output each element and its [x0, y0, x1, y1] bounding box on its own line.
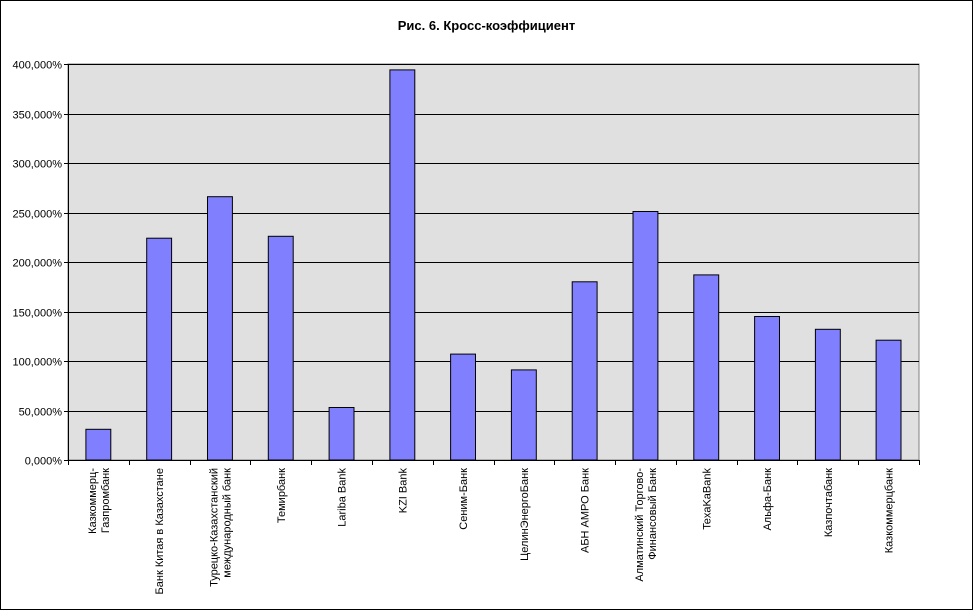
- chart-title: Рис. 6. Кросс-коэффициент: [397, 18, 576, 33]
- bar: [146, 237, 173, 461]
- x-tick-label: Турецко-Казахстанский: [208, 468, 220, 587]
- y-tick-label: 400,000%: [12, 60, 62, 72]
- bar: [85, 428, 112, 461]
- bar: [814, 328, 841, 461]
- x-tick-label: АБН АМРО Банк: [580, 468, 592, 553]
- y-tick-label: 250,000%: [12, 209, 62, 221]
- bar: [267, 235, 294, 461]
- x-tick-label: Сеним-Банк: [458, 468, 470, 530]
- bar: [875, 339, 902, 461]
- bar: [450, 353, 477, 461]
- x-tick-label: Газпромбанк: [100, 468, 112, 533]
- x-tick-label: Lariba Bank: [337, 468, 349, 527]
- x-tick-label: Темирбанк: [276, 468, 288, 523]
- y-tick-label: 100,000%: [12, 357, 62, 369]
- y-tick-label: 200,000%: [12, 258, 62, 270]
- bar: [693, 274, 720, 461]
- x-tick-label: KZI Bank: [397, 468, 409, 514]
- y-tick-label: 150,000%: [12, 308, 62, 320]
- bar: [510, 369, 537, 461]
- y-tick-label: 350,000%: [12, 110, 62, 122]
- bar: [389, 69, 416, 461]
- bar: [207, 196, 233, 461]
- y-tick-label: 50,000%: [19, 407, 63, 419]
- bar: [632, 211, 659, 461]
- x-tick-label: Альфа-Банк: [762, 468, 774, 531]
- x-tick-label: Казкоммерцбанк: [884, 468, 896, 553]
- x-tick-label: Алматинский Торгово-: [634, 468, 646, 582]
- y-tick-label: 300,000%: [12, 159, 62, 171]
- bar: [571, 281, 598, 461]
- x-tick-label: Банк Китая в Казахстане: [154, 468, 166, 594]
- x-tick-label: Казпочтабанк: [823, 468, 835, 537]
- x-tick-label: Финансовый Банк: [647, 468, 659, 560]
- x-tick-label: Казкоммерц-: [87, 468, 99, 534]
- x-tick-label: TexaKaBank: [701, 468, 713, 530]
- x-tick-label: международный банк: [221, 468, 233, 578]
- bar: [754, 316, 780, 461]
- bar: [328, 407, 355, 461]
- x-tick-label: ЦелинЭнергоБанк: [519, 468, 531, 561]
- y-tick-label: 0,000%: [25, 456, 63, 468]
